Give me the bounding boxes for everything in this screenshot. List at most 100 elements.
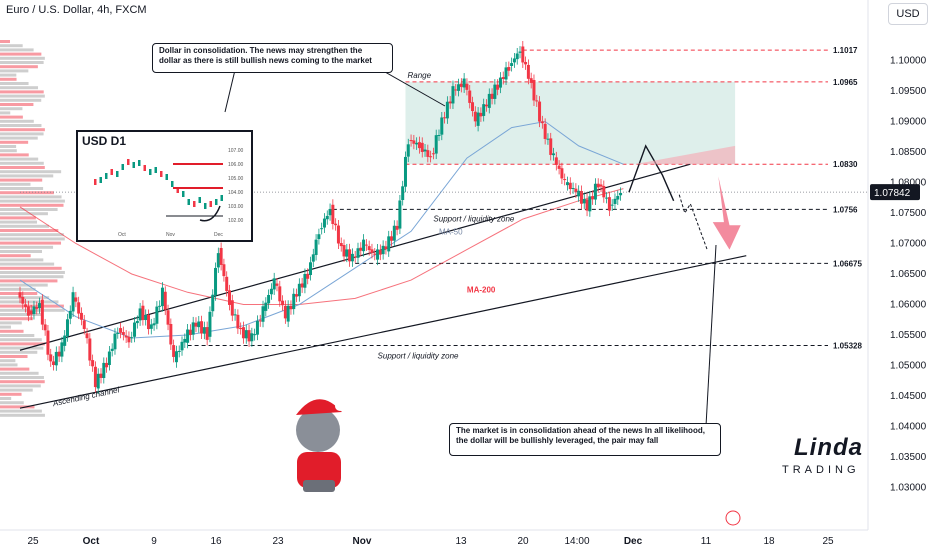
inset-candle xyxy=(94,179,97,185)
candle-body xyxy=(336,225,340,244)
candle-body xyxy=(462,78,466,88)
candle-body xyxy=(524,61,528,65)
candle-body xyxy=(79,312,83,320)
range-label: Range xyxy=(407,71,431,80)
inset-candle xyxy=(182,191,185,197)
candle-body xyxy=(194,322,198,327)
volume-profile-bar xyxy=(0,287,36,291)
candle-body xyxy=(476,112,480,126)
volume-profile-bar xyxy=(0,409,42,413)
candle-body xyxy=(328,208,332,216)
candle-body xyxy=(546,138,550,140)
candle-body xyxy=(261,306,265,322)
volume-profile-bar xyxy=(0,94,45,98)
candle-body xyxy=(345,249,349,257)
candle-body xyxy=(77,302,81,314)
inset-candle xyxy=(127,159,130,165)
volume-profile-bar xyxy=(0,233,64,237)
candle-body xyxy=(93,366,97,388)
candle-body xyxy=(105,362,109,368)
x-tick-label: Oct xyxy=(83,536,100,547)
volume-profile-bar xyxy=(0,149,17,153)
candle-body xyxy=(119,328,123,333)
inset-candle xyxy=(193,201,196,207)
candle-body xyxy=(465,83,469,90)
currency-button[interactable]: USD xyxy=(888,3,928,25)
channel-lower xyxy=(19,255,747,409)
candle-body xyxy=(200,321,204,334)
candle-body xyxy=(510,63,514,66)
inset-candle xyxy=(160,171,163,177)
candle-body xyxy=(434,135,438,154)
candle-body xyxy=(40,299,44,325)
chart-title: Euro / U.S. Dollar, 4h, FXCM xyxy=(6,4,147,16)
inset-candle xyxy=(116,171,119,177)
candle-body xyxy=(124,335,128,338)
volume-profile-bar xyxy=(0,111,11,115)
candle-body xyxy=(501,77,505,80)
candle-body xyxy=(373,253,377,255)
y-tick-label: 1.03000 xyxy=(890,483,927,494)
candle-body xyxy=(258,320,262,322)
volume-profile-bar xyxy=(0,262,55,266)
candle-body xyxy=(582,198,586,204)
candle-body xyxy=(32,306,36,315)
volume-profile-bar xyxy=(0,187,44,190)
y-tick-label: 1.09000 xyxy=(890,117,927,128)
volume-profile-bar xyxy=(0,216,36,220)
volume-profile-bar xyxy=(0,220,38,224)
inset-x-tick: Dec xyxy=(214,232,223,238)
candle-body xyxy=(521,46,525,63)
volume-profile-bar xyxy=(0,69,29,73)
candle-body xyxy=(152,323,156,326)
candle-body xyxy=(24,304,28,307)
santa-head xyxy=(296,408,340,452)
y-tick-label: 1.07500 xyxy=(890,208,927,219)
current-price-label: 1.07842 xyxy=(874,188,911,199)
inset-candle xyxy=(198,197,201,203)
candle-body xyxy=(577,190,581,197)
y-tick-label: 1.06000 xyxy=(890,300,927,311)
inset-y-tick: 103.00 xyxy=(228,204,244,210)
candle-body xyxy=(490,93,494,99)
logo-sub: TRADING xyxy=(782,464,860,476)
candle-body xyxy=(286,305,290,322)
candle-body xyxy=(518,51,522,53)
x-tick-label: 16 xyxy=(210,536,222,547)
volume-profile-bar xyxy=(0,350,38,354)
volume-profile-bar xyxy=(0,308,65,312)
candle-body xyxy=(468,90,472,103)
volume-profile-bar xyxy=(0,73,17,77)
santa-hat-pom xyxy=(335,401,345,411)
candle-body xyxy=(278,286,282,302)
volume-profile-bar xyxy=(0,401,24,405)
candle-body xyxy=(429,156,433,158)
candle-body xyxy=(255,320,259,335)
candle-body xyxy=(417,142,421,149)
candle-body xyxy=(557,165,561,169)
inset-candle xyxy=(105,173,108,179)
candle-body xyxy=(272,278,276,290)
candle-body xyxy=(233,314,237,316)
x-tick-label: 23 xyxy=(272,536,284,547)
volume-profile-bar xyxy=(0,140,29,144)
y-tick-label: 1.03500 xyxy=(890,452,927,463)
volume-profile-bar xyxy=(0,166,45,169)
candle-body xyxy=(219,247,223,265)
x-tick-label: 25 xyxy=(27,536,39,547)
candle-body xyxy=(180,341,184,351)
candle-body xyxy=(320,228,324,230)
candle-body xyxy=(526,64,530,79)
volume-profile-bar xyxy=(0,208,58,211)
inset-y-tick: 102.00 xyxy=(228,218,244,224)
candle-body xyxy=(138,308,142,321)
candle-body xyxy=(177,350,181,352)
candle-body xyxy=(585,199,589,211)
inset-candle xyxy=(165,174,168,180)
candle-body xyxy=(46,330,50,355)
callout-bottom-pointer xyxy=(705,244,717,427)
candle-body xyxy=(88,338,92,361)
volume-profile-bar xyxy=(0,346,44,350)
volume-profile-bar xyxy=(0,363,18,367)
